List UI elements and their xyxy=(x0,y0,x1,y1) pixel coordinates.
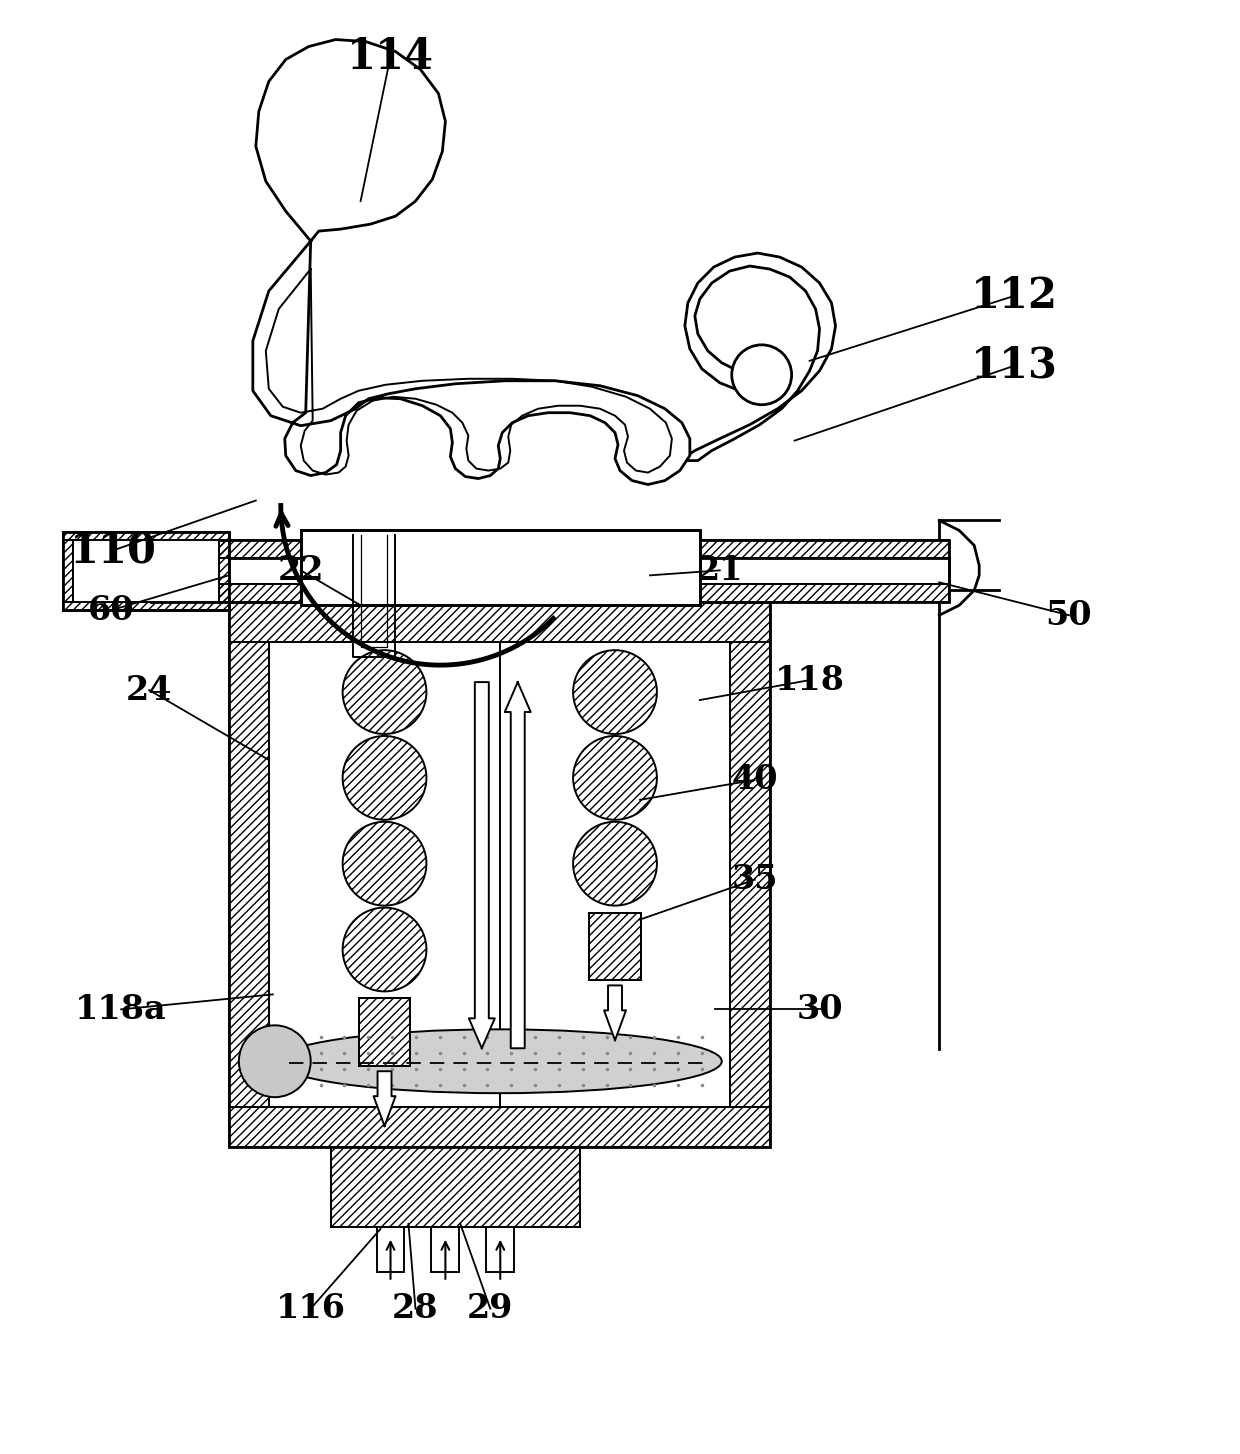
Bar xyxy=(73,541,219,602)
Circle shape xyxy=(342,822,427,906)
Bar xyxy=(730,643,770,1106)
Bar xyxy=(358,999,410,1066)
Bar xyxy=(229,602,770,1147)
Bar xyxy=(301,531,699,605)
Text: 22: 22 xyxy=(278,554,324,587)
Bar xyxy=(63,602,229,611)
Polygon shape xyxy=(680,253,836,461)
Bar xyxy=(589,913,641,980)
Bar xyxy=(63,532,229,541)
Circle shape xyxy=(342,907,427,992)
Bar xyxy=(151,585,950,602)
Text: 24: 24 xyxy=(125,673,172,707)
Bar xyxy=(358,999,410,1066)
Bar xyxy=(229,1106,770,1147)
Bar xyxy=(63,532,229,611)
Bar xyxy=(229,1106,770,1147)
Circle shape xyxy=(573,650,657,734)
Text: 28: 28 xyxy=(392,1293,439,1325)
Text: 40: 40 xyxy=(732,763,777,797)
Bar xyxy=(229,643,269,1106)
Bar xyxy=(63,541,73,602)
Bar xyxy=(63,602,229,611)
Bar xyxy=(151,541,950,558)
Bar xyxy=(730,643,770,1106)
Polygon shape xyxy=(604,986,626,1040)
Text: 35: 35 xyxy=(732,864,777,896)
Text: 110: 110 xyxy=(69,529,156,571)
Bar xyxy=(151,585,950,602)
Text: 116: 116 xyxy=(275,1293,346,1325)
Bar xyxy=(63,532,229,541)
Polygon shape xyxy=(255,39,445,241)
Bar xyxy=(229,602,770,643)
Text: 113: 113 xyxy=(971,345,1058,387)
Bar xyxy=(219,541,229,602)
Bar xyxy=(63,602,229,611)
Bar xyxy=(229,602,770,643)
Polygon shape xyxy=(373,1072,396,1125)
Circle shape xyxy=(573,822,657,906)
Bar xyxy=(589,913,641,980)
Text: 30: 30 xyxy=(796,993,843,1027)
Bar xyxy=(331,1147,580,1227)
Bar xyxy=(589,913,641,980)
Bar xyxy=(63,532,229,541)
Text: 118: 118 xyxy=(775,663,844,696)
Circle shape xyxy=(239,1025,311,1098)
Bar xyxy=(151,541,950,602)
Bar xyxy=(229,643,269,1106)
Text: 112: 112 xyxy=(971,275,1058,317)
Bar xyxy=(151,585,950,602)
Bar xyxy=(219,541,229,602)
Polygon shape xyxy=(253,241,689,484)
Bar xyxy=(151,541,950,558)
Bar xyxy=(63,541,73,602)
Bar xyxy=(219,541,229,602)
Bar xyxy=(151,558,950,585)
Polygon shape xyxy=(505,682,531,1048)
Bar xyxy=(151,541,950,558)
Bar xyxy=(229,602,770,1147)
Text: 60: 60 xyxy=(88,593,134,627)
Circle shape xyxy=(732,345,791,404)
Polygon shape xyxy=(469,682,495,1048)
Bar xyxy=(730,643,770,1106)
Bar xyxy=(432,1227,459,1272)
Bar xyxy=(229,643,269,1106)
Text: 118a: 118a xyxy=(76,993,167,1027)
Bar xyxy=(63,532,229,611)
Bar xyxy=(331,1147,580,1227)
Circle shape xyxy=(342,650,427,734)
Bar xyxy=(377,1227,404,1272)
Bar xyxy=(229,602,770,643)
Text: 21: 21 xyxy=(697,554,743,587)
Circle shape xyxy=(342,736,427,820)
Ellipse shape xyxy=(277,1029,722,1093)
Circle shape xyxy=(573,736,657,820)
Bar xyxy=(229,1106,770,1147)
Bar xyxy=(486,1227,515,1272)
Text: 29: 29 xyxy=(467,1293,513,1325)
Bar xyxy=(63,541,73,602)
Text: 50: 50 xyxy=(1045,599,1092,631)
Bar xyxy=(331,1147,580,1227)
Text: 114: 114 xyxy=(347,35,434,77)
Bar xyxy=(358,999,410,1066)
